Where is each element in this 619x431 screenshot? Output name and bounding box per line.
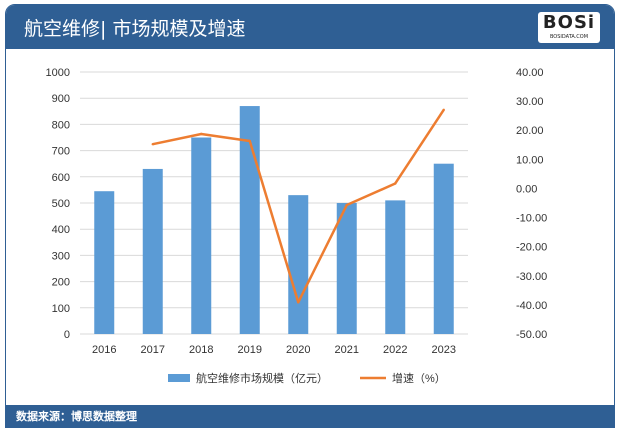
legend-swatch-bar: [168, 374, 190, 382]
header-bar: 航空维修| 市场规模及增速 BOSi BOSIDATA.COM: [6, 5, 614, 49]
right-tick-label: -20.00: [516, 242, 547, 254]
bosi-logo: BOSi BOSIDATA.COM: [538, 12, 600, 43]
growth-point: [200, 132, 203, 136]
bar: [385, 200, 406, 334]
legend-label-line: 增速（%）: [392, 371, 446, 385]
x-tick-label: 2017: [141, 344, 165, 356]
x-tick-label: 2016: [92, 344, 116, 356]
x-tick-label: 2022: [383, 344, 407, 356]
x-tick-label: 2018: [189, 344, 213, 356]
chart-title: 航空维修| 市场规模及增速: [24, 18, 246, 40]
right-tick-label: -30.00: [516, 271, 547, 283]
left-tick-label: 0: [64, 329, 70, 341]
bar: [239, 106, 260, 334]
left-tick-label: 200: [52, 277, 70, 289]
footer-bar: 数据来源：博思数据整理: [6, 405, 614, 427]
left-tick-label: 800: [52, 119, 70, 131]
right-tick-label: 40.00: [516, 67, 544, 79]
x-tick-label: 2020: [286, 344, 310, 356]
growth-point: [394, 182, 397, 185]
bar: [336, 203, 357, 334]
growth-point: [151, 142, 154, 146]
growth-point: [297, 301, 300, 304]
right-tick-label: 0.00: [516, 183, 537, 195]
left-tick-label: 1000: [46, 67, 70, 79]
bar: [94, 191, 115, 334]
x-tick-label: 2019: [238, 344, 262, 356]
left-tick-label: 500: [52, 198, 70, 210]
left-tick-label: 600: [52, 172, 70, 184]
source-note: 数据来源：博思数据整理: [16, 410, 137, 423]
right-tick-label: -40.00: [516, 300, 547, 312]
left-tick-label: 100: [52, 303, 70, 315]
right-tick-label: 30.00: [516, 96, 544, 108]
x-tick-label: 2023: [432, 344, 456, 356]
bar: [288, 195, 309, 334]
bar: [142, 168, 163, 334]
right-tick-label: 10.00: [516, 154, 544, 166]
logo-text: BOSi: [542, 12, 596, 33]
bar: [433, 163, 454, 334]
legend-label-bar: 航空维修市场规模（亿元）: [196, 371, 328, 385]
left-tick-label: 900: [52, 93, 70, 105]
bar: [191, 137, 212, 334]
x-tick-label: 2021: [335, 344, 359, 356]
left-tick-label: 300: [52, 250, 70, 262]
logo-subtext: BOSIDATA.COM: [549, 34, 589, 40]
right-tick-label: 20.00: [516, 125, 544, 137]
growth-point: [345, 203, 348, 207]
growth-point: [248, 139, 251, 143]
growth-point: [442, 108, 445, 112]
left-tick-label: 400: [52, 224, 70, 236]
left-tick-label: 700: [52, 146, 70, 158]
right-tick-label: -10.00: [516, 213, 547, 225]
right-tick-label: -50.00: [516, 329, 547, 341]
